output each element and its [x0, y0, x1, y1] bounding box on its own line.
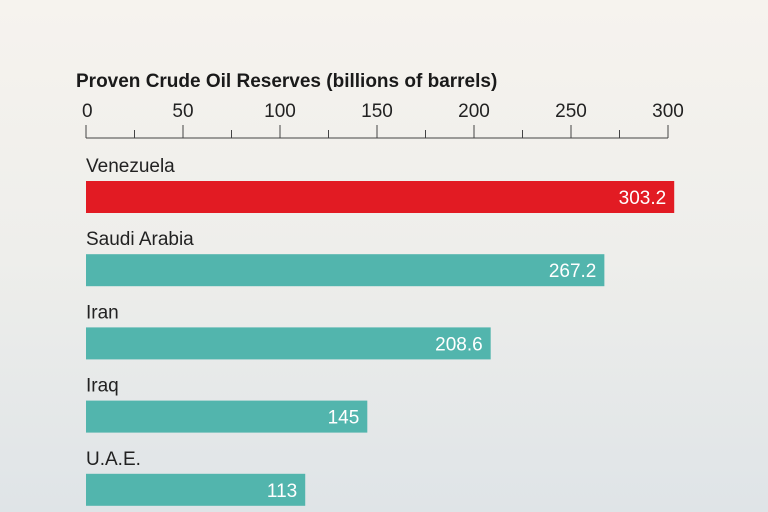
tick-label: 300 — [652, 101, 684, 122]
value-label: 303.2 — [619, 188, 667, 209]
tick-label: 200 — [458, 101, 490, 122]
tick-label: 0 — [82, 101, 93, 122]
value-label: 145 — [328, 408, 360, 429]
value-label: 208.6 — [435, 334, 483, 355]
tick-label: 150 — [361, 101, 393, 122]
category-label: Saudi Arabia — [86, 229, 194, 250]
category-label: Iraq — [86, 376, 119, 397]
tick-label: 100 — [264, 101, 296, 122]
bar — [86, 327, 491, 360]
bar — [86, 473, 306, 506]
tick-label: 250 — [555, 101, 587, 122]
chart-title: Proven Crude Oil Reserves (billions of b… — [76, 71, 497, 92]
bar — [86, 254, 605, 287]
value-label: 267.2 — [549, 261, 597, 282]
value-label: 113 — [267, 481, 297, 502]
bar — [86, 400, 368, 433]
category-label: U.A.E. — [86, 449, 141, 470]
tick-label: 50 — [172, 101, 193, 122]
category-label: Iran — [86, 302, 119, 323]
bar — [86, 181, 675, 213]
x-axis: 0 50 100 150 200 250 300 — [82, 101, 684, 139]
bars: Venezuela 303.2 Saudi Arabia 267.2 Iran 208.6… — [86, 156, 675, 506]
category-label: Venezuela — [86, 156, 175, 177]
